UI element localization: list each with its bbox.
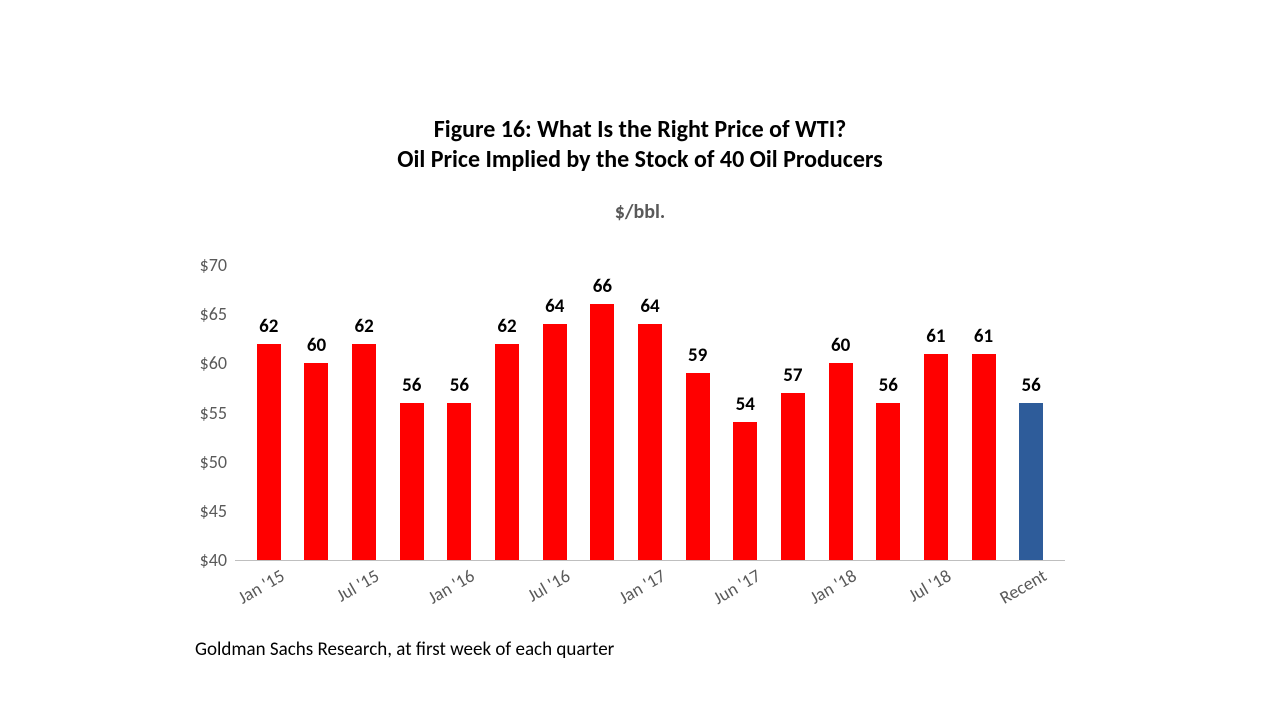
bar-value-label: 56 [450,374,469,397]
bar-value-label: 59 [688,344,707,367]
x-axis-tick-label: Jan '18 [806,564,860,608]
bar: 60 [304,363,328,560]
bar: 61 [972,354,996,561]
bar-value-label: 60 [307,334,326,357]
bar-value-label: 56 [402,374,421,397]
x-axis-tick-label: Jan '15 [234,564,288,608]
x-axis-tick-label: Recent [996,564,1051,608]
bar-value-label: 57 [783,364,802,387]
bar-value-label: 62 [354,315,373,338]
chart-plot-area: $40$45$50$55$60$65$7062Jan '156062Jul '1… [235,265,1065,561]
bar-value-label: 61 [974,325,993,348]
x-axis-tick-label: Jan '17 [615,564,669,608]
bar-value-label: 64 [640,295,659,318]
bar: 64 [543,324,567,560]
bar-value-label: 62 [259,315,278,338]
bar-value-label: 66 [593,275,612,298]
bar-value-label: 54 [736,393,755,416]
bar: 62 [257,344,281,560]
bar: 62 [495,344,519,560]
x-axis-tick-label: Jan '16 [424,564,478,608]
y-axis-tick-label: $50 [200,451,227,473]
bar: 54 [733,422,757,560]
bar-value-label: 56 [879,374,898,397]
y-axis-tick-label: $40 [200,549,227,571]
bar: 57 [781,393,805,560]
bar: 60 [829,363,853,560]
bar: 56 [1019,403,1043,560]
y-axis-tick-label: $70 [200,254,227,276]
bar-value-label: 60 [831,334,850,357]
y-axis-tick-label: $55 [200,402,227,424]
bar: 66 [590,304,614,560]
bar-value-label: 64 [545,295,564,318]
bar: 56 [400,403,424,560]
chart-title-line2: Oil Price Implied by the Stock of 40 Oil… [0,145,1280,175]
figure-container: Figure 16: What Is the Right Price of WT… [0,0,1280,720]
x-axis-tick-label: Jun '17 [710,564,765,609]
bar: 59 [686,373,710,560]
bar-value-label: 62 [497,315,516,338]
chart-title: Figure 16: What Is the Right Price of WT… [0,115,1280,175]
bar: 56 [447,403,471,560]
bar: 61 [924,354,948,561]
x-axis-tick-label: Jul '16 [523,565,574,607]
bar: 62 [352,344,376,560]
bar-value-label: 56 [1022,374,1041,397]
y-axis-tick-label: $60 [200,352,227,374]
x-axis-tick-label: Jul '18 [904,565,955,607]
bar-value-label: 61 [926,325,945,348]
chart-source-note: Goldman Sachs Research, at first week of… [195,638,614,661]
y-axis-tick-label: $65 [200,303,227,325]
chart-title-line1: Figure 16: What Is the Right Price of WT… [0,115,1280,145]
y-axis-tick-label: $45 [200,500,227,522]
bar: 56 [876,403,900,560]
x-axis-tick-label: Jul '15 [333,565,384,607]
bar: 64 [638,324,662,560]
chart-subtitle: $/bbl. [0,200,1280,224]
